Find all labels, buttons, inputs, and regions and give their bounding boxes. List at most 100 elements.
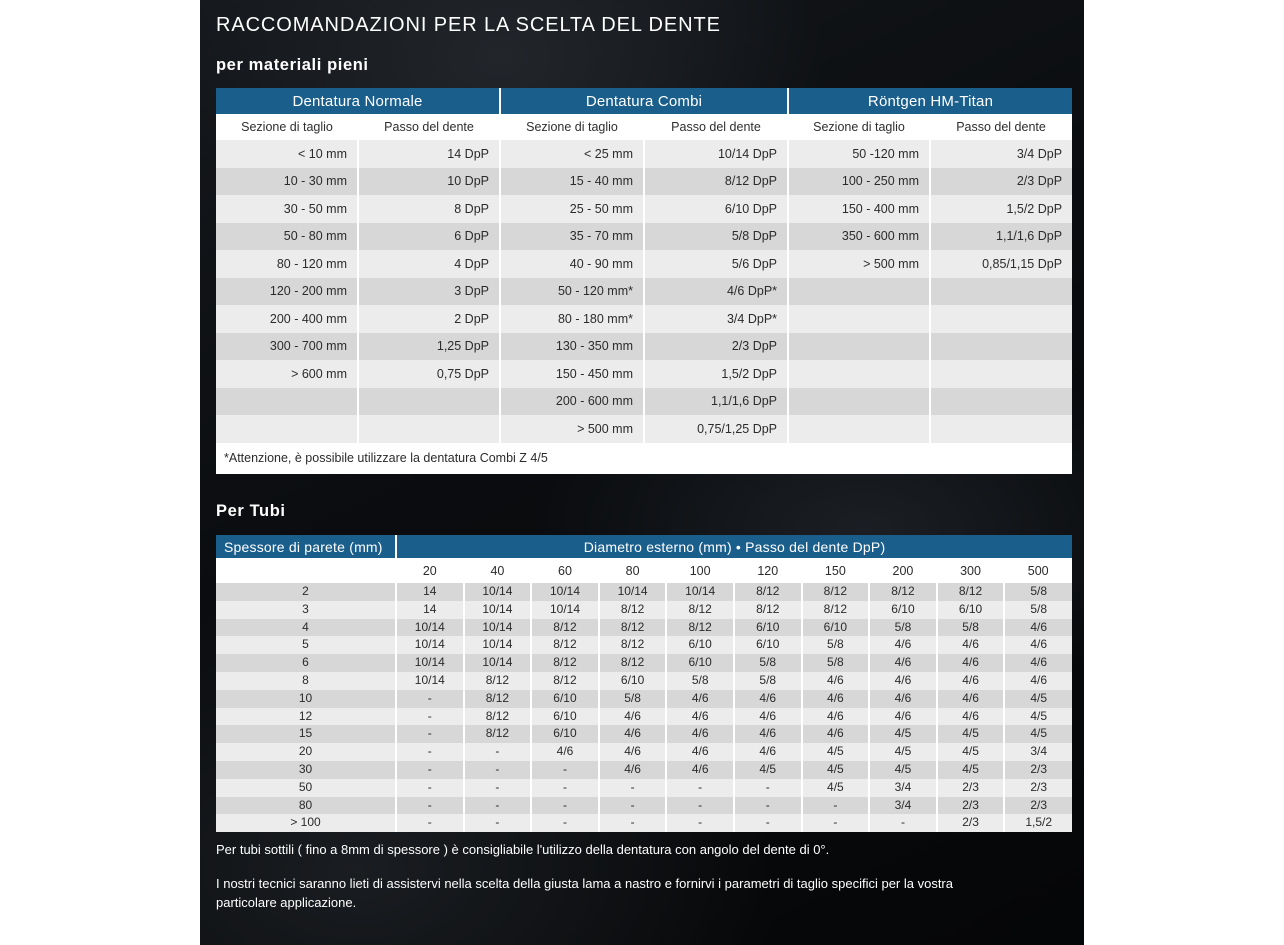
diameter-header-cell: 500 (1004, 558, 1073, 583)
table-row: 50 - 80 mm 6 DpP 35 - 70 mm 5/8 DpP 350 - 60… (216, 222, 1073, 250)
wall-thickness-cell: 8 (216, 671, 397, 690)
table-cell: 4/6 DpP* (644, 277, 790, 305)
wall-thickness-cell: 2 (216, 583, 397, 601)
table-cell: 120 - 200 mm (216, 277, 359, 305)
table-row: 30 - 50 mm 8 DpP 25 - 50 mm 6/10 DpP 150 - 4… (216, 195, 1073, 223)
table-cell: 5/8 DpP (644, 222, 790, 250)
table-row: 120 - 200 mm 3 DpP 50 - 120 mm* 4/6 DpP* (216, 277, 1073, 305)
table-cell: 4/6 (801, 707, 871, 726)
table-cell: 10/14 (463, 636, 533, 655)
table-cell: 8/12 (531, 671, 600, 690)
table-row: 20- -4/6 4/6 4/6 4/6 4/5 4/5 4/5 3/4 (216, 743, 1073, 761)
dark-content-panel: RACCOMANDAZIONI PER LA SCELTA DEL DENTE … (200, 0, 1084, 945)
table-cell: 4/6 (801, 671, 871, 690)
table-cell: - (396, 743, 465, 761)
table-cell: 10/14 (531, 600, 600, 619)
table-cell: 3/4 (869, 796, 938, 815)
table-cell: 300 - 700 mm (216, 332, 359, 360)
section-heading-solid-materials: per materiali pieni (216, 56, 369, 74)
table-cell: - (396, 760, 465, 779)
table-cell: 4/6 (1004, 671, 1073, 690)
table-cell: 14 (396, 600, 465, 619)
table-cell: 6/10 (936, 600, 1006, 619)
table-cell: 4/6 (801, 689, 871, 708)
table-cell: 6/10 (531, 707, 600, 726)
table-cell: 2/3 (1004, 778, 1073, 797)
table-cell: 130 - 350 mm (500, 332, 645, 360)
table-cell: 30 - 50 mm (216, 195, 359, 223)
table-cell: 8/12 (598, 618, 668, 637)
table-cell: 5/8 (666, 671, 735, 690)
table-cell: 0,75/1,25 DpP (644, 415, 790, 443)
table-row: > 600 mm 0,75 DpP 150 - 450 mm 1,5/2 DpP (216, 360, 1073, 388)
table-cell: 4/5 (801, 760, 871, 779)
table-cell: 0,85/1,15 DpP (930, 250, 1073, 278)
table-cell: 3/4 DpP (930, 140, 1073, 168)
table-cell: 8/12 (463, 707, 533, 726)
diameter-header-cell: 300 (936, 558, 1005, 583)
table-cell: 10 - 30 mm (216, 167, 359, 195)
table-cell: 8/12 (531, 654, 600, 672)
table-cell: 10/14 (396, 618, 465, 637)
table-cell: 5/6 DpP (644, 250, 790, 278)
table-cell: 1,1/1,6 DpP (930, 222, 1073, 250)
table-cell (930, 332, 1073, 360)
table-cell: - (531, 796, 600, 815)
table-cell: 4/5 (936, 725, 1006, 744)
table-cell: 5/8 (936, 618, 1006, 637)
table-cell: 10/14 (463, 654, 533, 672)
group-header-dentatura-combi: Dentatura Combi (500, 88, 790, 114)
table-cell: 3 DpP (358, 277, 501, 305)
table-cell: 8/12 (801, 583, 871, 601)
table-cell (930, 360, 1073, 388)
table-cell: 4/6 (869, 707, 938, 726)
diameter-header-cell: 100 (666, 558, 734, 583)
table-cell: 350 - 600 mm (788, 222, 932, 250)
table-cell: 10/14 (666, 583, 735, 601)
table-cell (788, 415, 932, 443)
table-cell: 1,1/1,6 DpP (644, 387, 790, 415)
column-header-outer-diameter: Diametro esterno (mm) • Passo del dente … (396, 535, 1073, 558)
table-cell: 4/6 (598, 707, 668, 726)
column-header-passo-1: Passo del dente (358, 114, 500, 140)
table-row: 50- - - - - -4/5 3/4 2/3 2/3 (216, 778, 1073, 797)
column-header-passo-3: Passo del dente (930, 114, 1073, 140)
table-cell: 40 - 90 mm (500, 250, 645, 278)
table-cell (930, 415, 1073, 443)
table-cell: - (396, 778, 465, 797)
column-header-wall-thickness: Spessore di parete (mm) (216, 535, 397, 558)
table-cell: 1,5/2 DpP (930, 195, 1073, 223)
table-row: 6 10/14 10/14 8/12 8/12 6/10 5/8 5/8 4/6 4/6 4/6 (216, 654, 1073, 672)
table-cell: 2/3 DpP (644, 332, 790, 360)
table-cell: 8/12 (463, 671, 533, 690)
table-cell: 4/6 (531, 743, 600, 761)
wall-thickness-cell: 12 (216, 707, 397, 726)
table-cell: > 500 mm (788, 250, 932, 278)
table-cell: 5/8 (801, 636, 871, 655)
table-row: 15-8/12 6/10 4/6 4/6 4/6 4/6 4/5 4/5 4/5 (216, 725, 1073, 744)
table-cell (788, 360, 932, 388)
table-cell: - (531, 760, 600, 779)
tubes-table-diameter-header-row: 20 40 60 80 100 120 150 200 300 500 (216, 558, 1073, 583)
table-cell: - (598, 796, 668, 815)
table-cell: 8/12 (598, 600, 668, 619)
table-cell: 5/8 (869, 618, 938, 637)
table-cell: 4/5 (936, 743, 1006, 761)
table-cell: 8/12 (666, 618, 735, 637)
table-cell: 10/14 (463, 583, 533, 601)
table-cell: 4/6 (666, 760, 735, 779)
table-cell: 5/8 (801, 654, 871, 672)
table-cell: 8/12 (801, 600, 871, 619)
table-cell (930, 305, 1073, 333)
table-cell: 8/12 (598, 654, 668, 672)
column-header-sezione-2: Sezione di taglio (500, 114, 644, 140)
table-cell: 4/6 (936, 636, 1006, 655)
table-cell: 4/5 (1004, 725, 1073, 744)
diameter-header-cell: 20 (396, 558, 464, 583)
tubes-table: Spessore di parete (mm) Diametro esterno… (216, 535, 1073, 833)
table-cell: - (666, 814, 735, 833)
table-cell: 6 DpP (358, 222, 501, 250)
table-cell: 8/12 (733, 583, 803, 601)
table-cell: 5/8 (1004, 583, 1073, 601)
